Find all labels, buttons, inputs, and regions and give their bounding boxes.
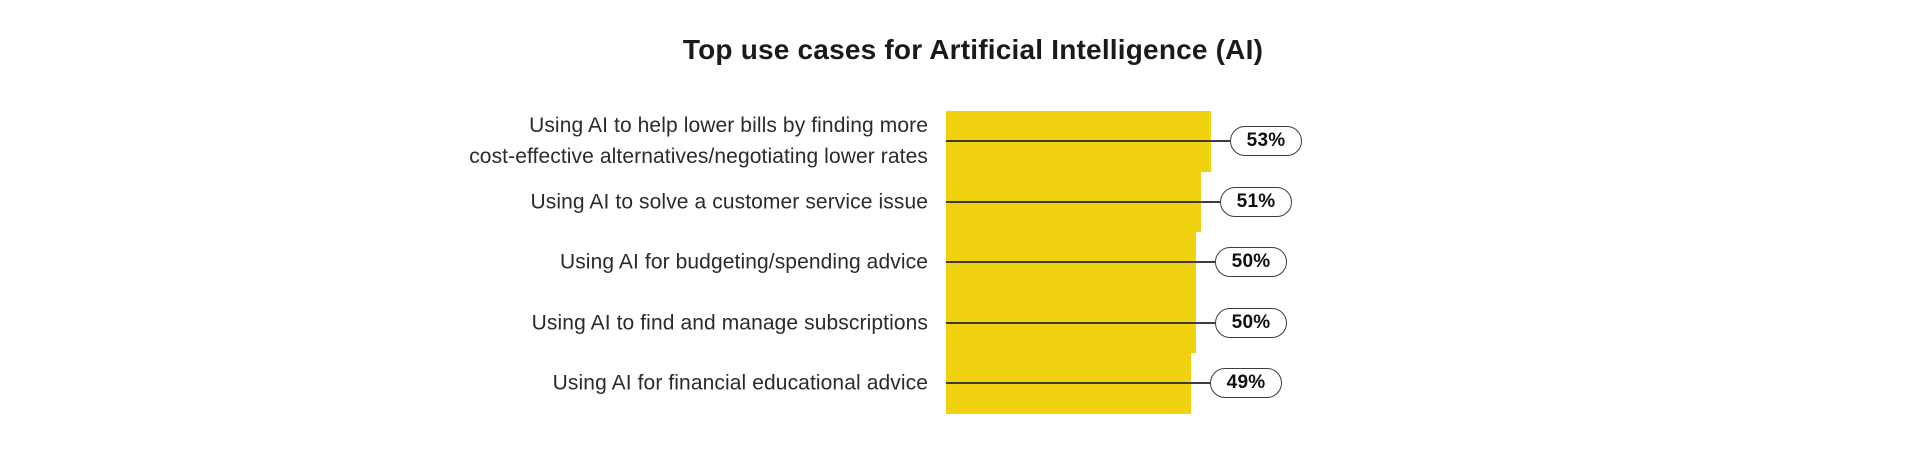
leader-line [946,200,1220,203]
value-pill: 50% [1215,307,1287,338]
value-pill: 51% [1220,186,1292,217]
value-label: 49% [1226,372,1266,393]
value-label: 50% [1231,251,1271,272]
leader-line [946,261,1215,263]
value-label: 50% [1231,311,1271,333]
leader-line [946,382,1210,384]
category-label: Using AI for budgeting/spending advice [559,250,928,274]
value-label: 51% [1236,190,1276,212]
value-pill: 49% [1210,368,1282,398]
leader-line [946,321,1215,324]
category-label: Using AI for financial educational advic… [552,371,928,395]
value-pill: 53% [1230,126,1302,156]
value-pill: 50% [1215,247,1287,277]
value-label: 53% [1246,130,1286,151]
leader-line [946,140,1230,142]
category-label: Using AI to solve a customer service iss… [530,190,928,213]
category-label: Using AI to find and manage subscription… [531,311,928,334]
category-label: Using AI to help lower bills by finding … [469,114,928,168]
chart-title: Top use cases for Artificial Intelligenc… [682,34,1264,65]
